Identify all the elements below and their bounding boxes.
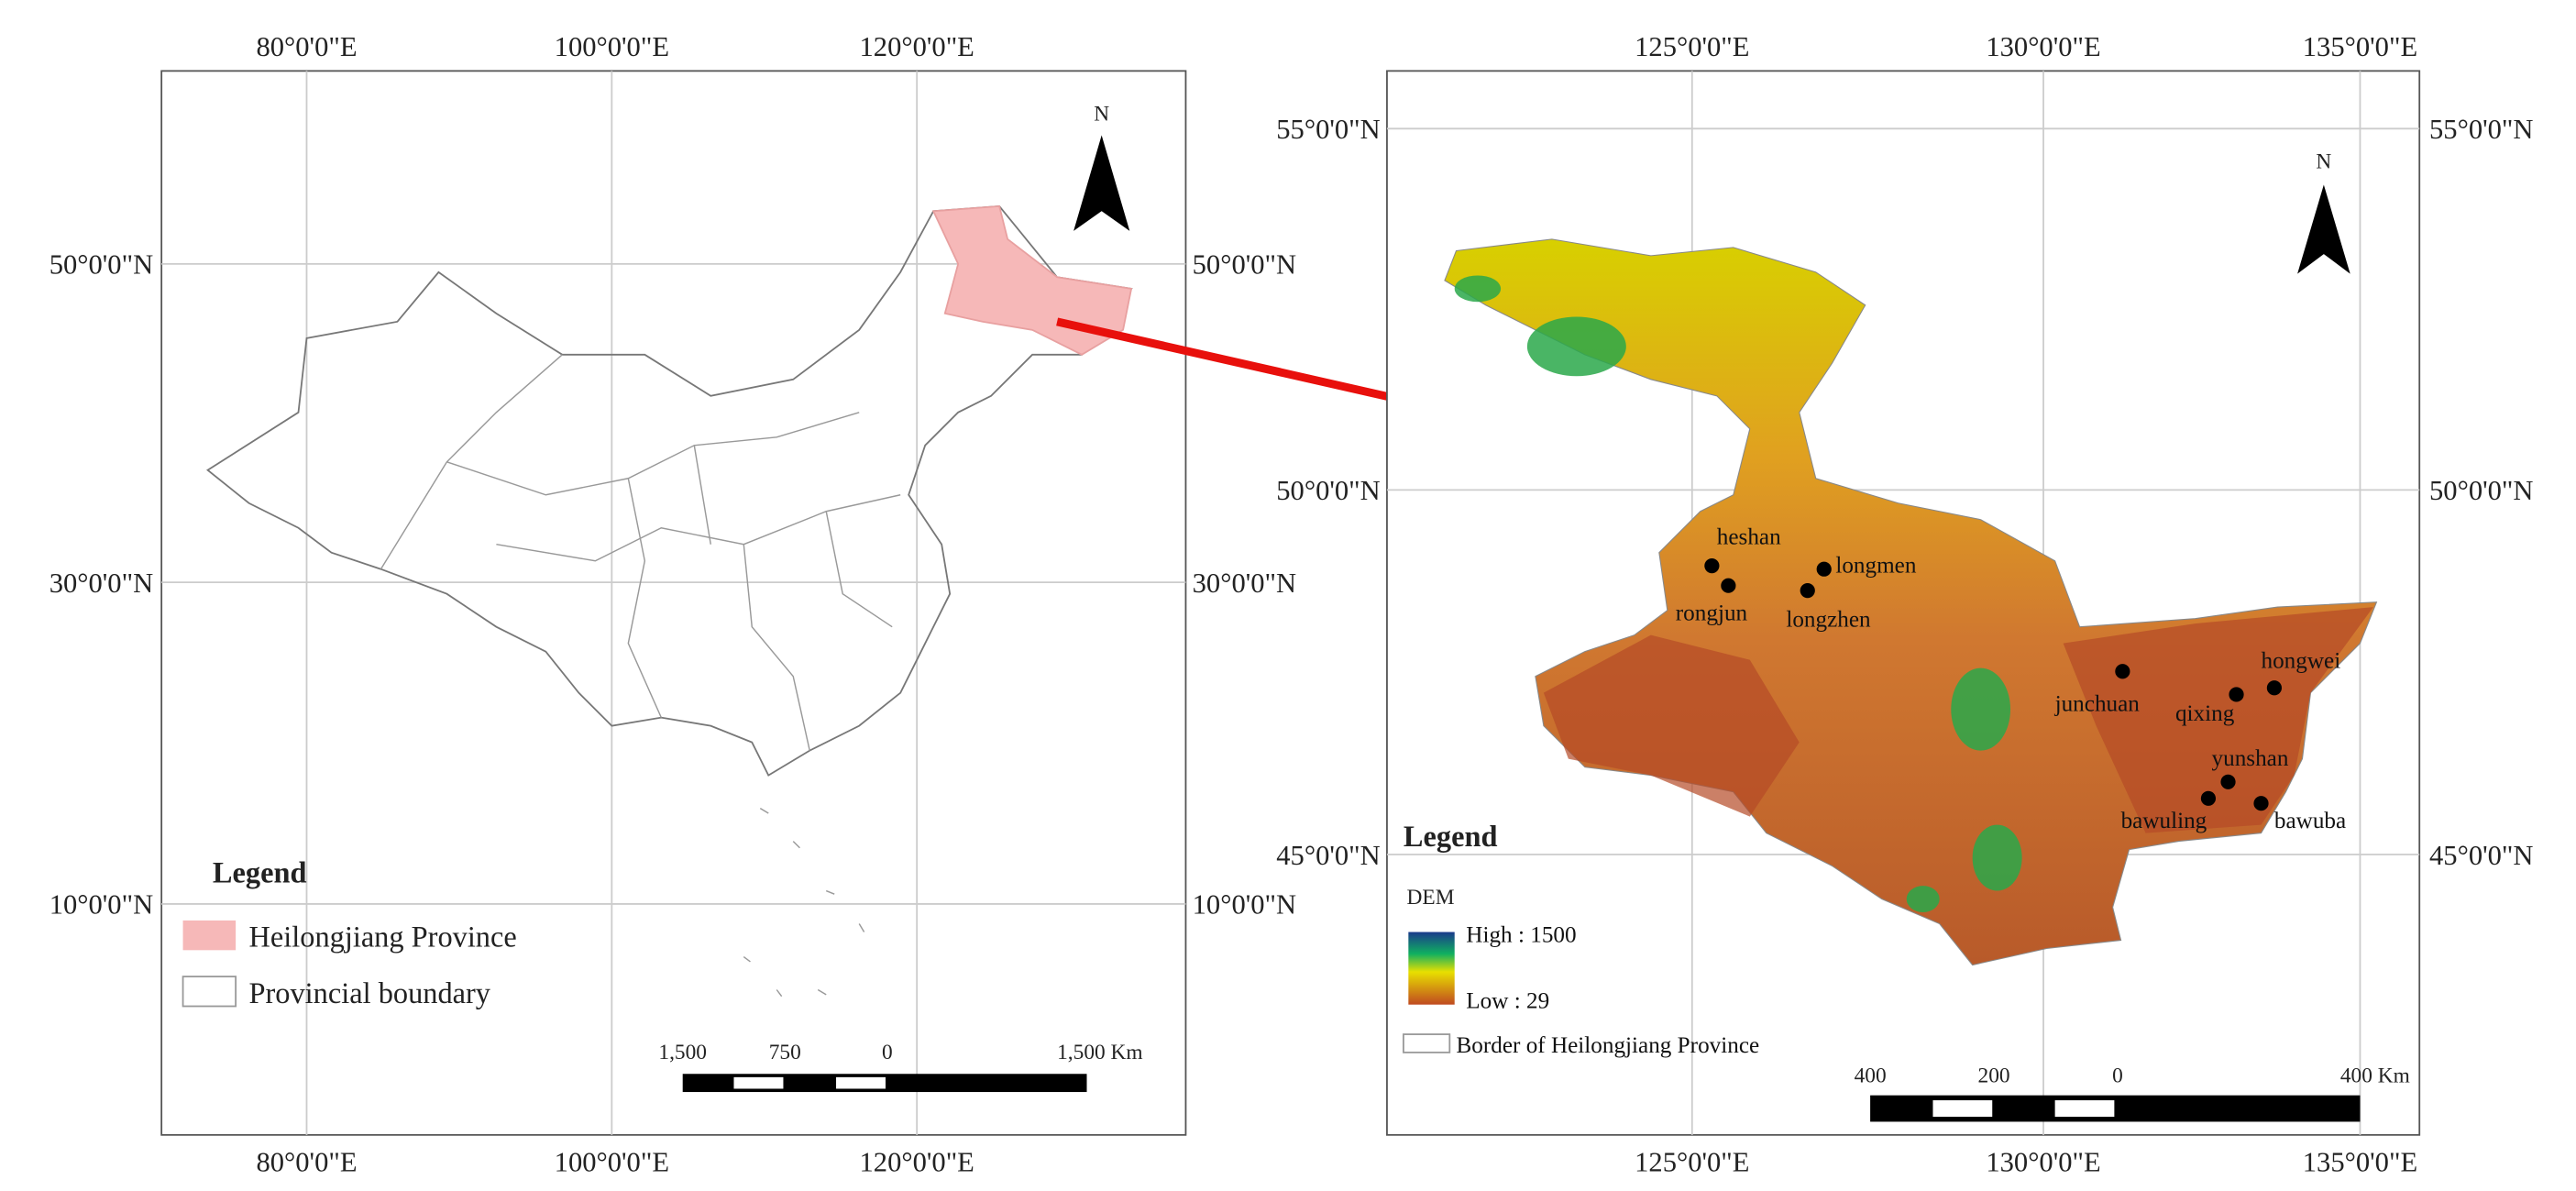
- latitude-label: 10°0'0"N: [1193, 889, 1296, 921]
- china-outline: [205, 204, 1133, 777]
- station-dot: [2115, 664, 2130, 679]
- north-label: N: [1094, 102, 1109, 126]
- south-china-sea-islands: [743, 807, 865, 998]
- latitude-label: 50°0'0"N: [50, 249, 153, 281]
- station-label: bawuling: [2121, 809, 2207, 833]
- latitude-label: 45°0'0"N: [2429, 840, 2533, 871]
- station-label: qixing: [2175, 701, 2235, 726]
- legend-low: Low : 29: [1466, 988, 1549, 1013]
- station-label: bawuba: [2274, 809, 2346, 833]
- scale-label: 1,500: [658, 1041, 707, 1064]
- longitude-label: 125°0'0"E: [1635, 31, 1749, 62]
- station-dot: [2266, 680, 2282, 696]
- legend-swatch: [182, 920, 237, 951]
- station-dot: [1800, 583, 1815, 599]
- latitude-label: 10°0'0"N: [50, 889, 153, 921]
- latitude-label: 50°0'0"N: [2429, 475, 2533, 506]
- map-frame: [160, 70, 1187, 1136]
- station-dot: [1704, 558, 1720, 574]
- station-label: longzhen: [1786, 608, 1871, 633]
- station-label: junchuan: [2054, 691, 2141, 716]
- north-arrow: [1073, 135, 1130, 231]
- left-map: N Legend Heilongjiang Province Provincia…: [50, 31, 1635, 1177]
- station-label: hongwei: [2262, 649, 2341, 674]
- scale-label: 200: [1978, 1064, 2010, 1087]
- scale-label: 750: [769, 1041, 801, 1064]
- longitude-label: 120°0'0"E: [860, 31, 974, 62]
- longitude-label: 120°0'0"E: [860, 1146, 974, 1177]
- legend-swatch: [1403, 1033, 1451, 1053]
- longitude-label: 125°0'0"E: [1635, 1146, 1749, 1177]
- scale-bar: [682, 1074, 1087, 1093]
- station-dot: [2220, 774, 2236, 789]
- graticule: [161, 71, 1186, 1135]
- scale-label: 400 Km: [2340, 1064, 2410, 1087]
- station-label: heshan: [1717, 525, 1781, 550]
- legend-item: Border of Heilongjiang Province: [1457, 1033, 1760, 1058]
- station-label: rongjun: [1676, 601, 1748, 625]
- legend-high: High : 1500: [1466, 922, 1576, 947]
- legend-title: Legend: [213, 857, 307, 890]
- scale-label: 0: [882, 1041, 893, 1064]
- heilongjiang-highlight: [931, 204, 1133, 356]
- latitude-label: 45°0'0"N: [1276, 840, 1380, 871]
- scale-label: 1,500 Km: [1057, 1041, 1143, 1064]
- longitude-label: 100°0'0"E: [555, 1146, 669, 1177]
- latitude-label: 30°0'0"N: [50, 568, 153, 599]
- legend-title: Legend: [1404, 821, 1498, 854]
- latitude-label: 50°0'0"N: [1193, 249, 1296, 281]
- latitude-label: 55°0'0"N: [2429, 114, 2533, 145]
- scale-label: 400: [1855, 1064, 1887, 1087]
- longitude-label: 135°0'0"E: [2303, 31, 2417, 62]
- north-label: N: [2316, 150, 2331, 174]
- legend-item: Heilongjiang Province: [249, 921, 517, 954]
- legend-item: Provincial boundary: [249, 977, 491, 1010]
- longitude-label: 130°0'0"E: [1986, 31, 2100, 62]
- longitude-label: 80°0'0"E: [256, 31, 357, 62]
- longitude-label: 80°0'0"E: [256, 1146, 357, 1177]
- scale-bar: [1870, 1095, 2361, 1122]
- latitude-label: 30°0'0"N: [1193, 568, 1296, 599]
- highland-areas: [1454, 275, 2022, 912]
- legend-gradient: [1408, 932, 1455, 1005]
- station-label: yunshan: [2212, 746, 2289, 771]
- longitude-label: 135°0'0"E: [2303, 1146, 2417, 1177]
- scale-label: 0: [2112, 1064, 2123, 1087]
- station-label: longmen: [1835, 553, 1917, 578]
- longitude-label: 100°0'0"E: [555, 31, 669, 62]
- station-dot: [2200, 790, 2217, 806]
- latitude-label: 55°0'0"N: [1276, 114, 1380, 145]
- lowland-areas: [1543, 607, 2373, 833]
- north-arrow: [2297, 184, 2350, 274]
- right-map: N heshan rongjun longmen longzhen junchu…: [1276, 31, 2533, 1177]
- legend-subtitle: DEM: [1407, 886, 1455, 910]
- latitude-label: 50°0'0"N: [1276, 475, 1380, 506]
- station-dot: [2253, 796, 2269, 811]
- provincial-boundaries: [380, 354, 901, 751]
- stations: heshan rongjun longmen longzhen junchuan…: [1676, 525, 2346, 833]
- longitude-label: 130°0'0"E: [1986, 1146, 2100, 1177]
- legend-swatch: [182, 976, 237, 1008]
- station-dot: [1721, 578, 1736, 593]
- station-dot: [2229, 687, 2244, 702]
- station-dot: [1816, 561, 1832, 577]
